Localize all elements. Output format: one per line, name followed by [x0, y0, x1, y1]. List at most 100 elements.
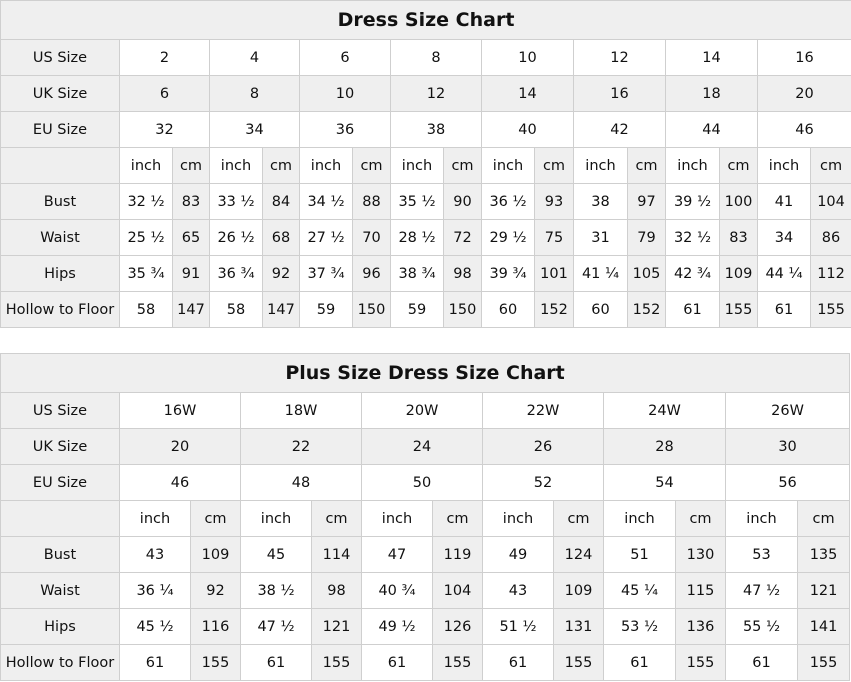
cm-value-cell: 101 — [534, 255, 574, 292]
unit-inch-header: inch — [573, 147, 628, 184]
cm-value-cell: 112 — [809, 255, 851, 292]
inch-value-cell: 45 ¼ — [603, 572, 676, 609]
inch-value-cell: 35 ¾ — [119, 255, 173, 292]
cm-value-cell: 83 — [172, 183, 210, 220]
cm-value-cell: 93 — [534, 183, 574, 220]
row-label: Hips — [0, 255, 120, 292]
cm-value-cell: 109 — [719, 255, 758, 292]
inch-value-cell: 58 — [119, 291, 173, 328]
cm-value-cell: 84 — [262, 183, 300, 220]
size-cell: 14 — [481, 75, 574, 112]
cm-value-cell: 70 — [352, 219, 391, 256]
size-cell: 22 — [240, 428, 362, 465]
inch-value-cell: 25 ½ — [119, 219, 173, 256]
cm-value-cell: 75 — [534, 219, 574, 256]
cm-value-cell: 126 — [432, 608, 483, 645]
cm-value-cell: 150 — [443, 291, 482, 328]
inch-value-cell: 39 ¾ — [481, 255, 535, 292]
size-cell: 28 — [603, 428, 726, 465]
size-cell: 16 — [756, 39, 851, 76]
unit-cm-header: cm — [443, 147, 482, 184]
size-cell: 14 — [665, 39, 758, 76]
cm-value-cell: 155 — [719, 291, 758, 328]
inch-value-cell: 53 — [725, 536, 798, 573]
unit-inch-header: inch — [299, 147, 353, 184]
inch-value-cell: 29 ½ — [481, 219, 535, 256]
inch-value-cell: 55 ½ — [725, 608, 798, 645]
inch-value-cell: 61 — [240, 644, 312, 681]
cm-value-cell: 124 — [553, 536, 604, 573]
size-cell: 46 — [756, 111, 851, 148]
size-cell: 34 — [209, 111, 300, 148]
cm-value-cell: 155 — [432, 644, 483, 681]
size-cell: 20W — [361, 392, 483, 429]
title-row: Plus Size Dress Size Chart — [0, 353, 851, 393]
measurement-row: Bust 32 ½ 83 33 ½ 84 34 ½ 88 35 ½ 90 36 ½ 93 38 97 39… — [0, 183, 851, 220]
cm-value-cell: 152 — [627, 291, 666, 328]
cm-value-cell: 105 — [627, 255, 666, 292]
inch-value-cell: 60 — [573, 291, 628, 328]
cm-value-cell: 91 — [172, 255, 210, 292]
inch-value-cell: 53 ½ — [603, 608, 676, 645]
cm-value-cell: 155 — [553, 644, 604, 681]
cm-value-cell: 147 — [172, 291, 210, 328]
cm-value-cell: 68 — [262, 219, 300, 256]
row-label: UK Size — [0, 75, 120, 112]
cm-value-cell: 109 — [190, 536, 241, 573]
inch-value-cell: 36 ¾ — [209, 255, 263, 292]
unit-inch-header: inch — [725, 500, 798, 537]
inch-value-cell: 37 ¾ — [299, 255, 353, 292]
inch-value-cell: 47 ½ — [240, 608, 312, 645]
cm-value-cell: 147 — [262, 291, 300, 328]
inch-value-cell: 31 — [573, 219, 628, 256]
inch-value-cell: 26 ½ — [209, 219, 263, 256]
inch-value-cell: 60 — [481, 291, 535, 328]
unit-header-row: inch cm inch cm inch cm inch cm inch cm inch cm — [0, 500, 851, 537]
cm-value-cell: 90 — [443, 183, 482, 220]
size-cell: 20 — [756, 75, 851, 112]
dress-size-chart-table: Dress Size Chart US Size 2 4 6 8 10 12 14 16 UK Si… — [0, 0, 851, 328]
cm-value-cell: 130 — [675, 536, 726, 573]
inch-value-cell: 34 — [757, 219, 811, 256]
cm-value-cell: 79 — [627, 219, 666, 256]
size-cell: 6 — [299, 39, 391, 76]
unit-cm-header: cm — [675, 500, 726, 537]
inch-value-cell: 61 — [119, 644, 191, 681]
cm-value-cell: 104 — [432, 572, 483, 609]
row-label: EU Size — [0, 464, 120, 501]
cm-value-cell: 136 — [675, 608, 726, 645]
inch-value-cell: 58 — [209, 291, 263, 328]
inch-value-cell: 38 — [573, 183, 628, 220]
size-cell: 38 — [390, 111, 482, 148]
inch-value-cell: 59 — [299, 291, 353, 328]
unit-cm-header: cm — [190, 500, 241, 537]
row-label: Waist — [0, 572, 120, 609]
inch-value-cell: 61 — [757, 291, 811, 328]
unit-cm-header: cm — [796, 500, 851, 537]
size-cell: 30 — [724, 428, 851, 465]
cm-value-cell: 155 — [796, 644, 851, 681]
size-cell: 52 — [482, 464, 604, 501]
chart-title: Dress Size Chart — [0, 0, 851, 40]
size-cell: 10 — [481, 39, 574, 76]
inch-value-cell: 61 — [361, 644, 433, 681]
inch-value-cell: 51 ½ — [482, 608, 554, 645]
cm-value-cell: 97 — [627, 183, 666, 220]
inch-value-cell: 28 ½ — [390, 219, 444, 256]
size-cell: 36 — [299, 111, 391, 148]
row-label: UK Size — [0, 428, 120, 465]
row-label: Hips — [0, 608, 120, 645]
size-cell: 24W — [603, 392, 726, 429]
row-label: Waist — [0, 219, 120, 256]
inch-value-cell: 61 — [603, 644, 676, 681]
cm-value-cell: 86 — [809, 219, 851, 256]
unit-cm-header: cm — [352, 147, 391, 184]
unit-inch-header: inch — [390, 147, 444, 184]
inch-value-cell: 45 — [240, 536, 312, 573]
cm-value-cell: 155 — [809, 291, 851, 328]
inch-value-cell: 36 ¼ — [119, 572, 191, 609]
row-label: Bust — [0, 183, 120, 220]
cm-value-cell: 109 — [553, 572, 604, 609]
inch-value-cell: 43 — [119, 536, 191, 573]
inch-value-cell: 61 — [725, 644, 798, 681]
